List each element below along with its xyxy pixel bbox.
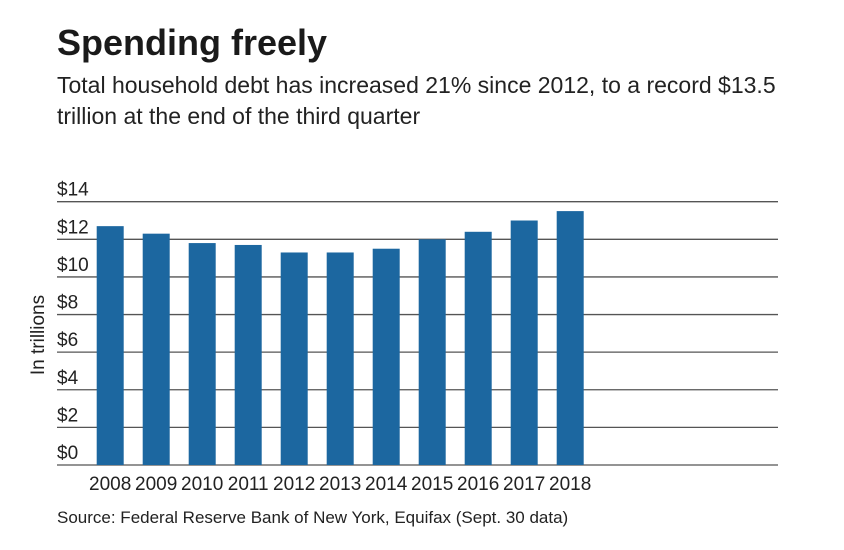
bar-2014	[372, 248, 400, 465]
bar-2011	[234, 244, 262, 465]
y-tick-label: $12	[57, 217, 89, 238]
y-axis-label: In trillions	[28, 295, 49, 375]
x-tick-label: 2016	[457, 474, 499, 495]
y-tick-label: $10	[57, 255, 89, 276]
x-tick-label: 2008	[89, 474, 131, 495]
y-tick-label: $2	[57, 405, 78, 426]
bar-2012	[280, 252, 308, 465]
bar-2009	[142, 233, 170, 465]
bar-2015	[418, 239, 446, 465]
bar-2010	[188, 243, 216, 465]
x-tick-label: 2009	[135, 474, 177, 495]
y-tick-label: $14	[57, 180, 89, 201]
x-tick-label: 2018	[549, 474, 591, 495]
bar-2013	[326, 252, 354, 465]
x-tick-label: 2010	[181, 474, 223, 495]
bar-2017	[510, 220, 538, 465]
bar-2016	[464, 231, 492, 465]
y-tick-label: $6	[57, 330, 78, 351]
chart-title: Spending freely	[57, 22, 328, 63]
chart-subtitle: Total household debt has increased 21% s…	[57, 72, 776, 129]
x-tick-label: 2013	[319, 474, 361, 495]
x-tick-label: 2017	[503, 474, 545, 495]
x-tick-label: 2011	[228, 474, 269, 495]
bar-2018	[556, 211, 584, 465]
bar-2008	[96, 226, 124, 465]
x-tick-label: 2015	[411, 474, 453, 495]
source-note: Source: Federal Reserve Bank of New York…	[57, 508, 569, 527]
y-tick-label: $0	[57, 443, 78, 464]
y-tick-label: $8	[57, 293, 78, 314]
y-tick-label: $4	[57, 368, 79, 389]
x-tick-label: 2012	[273, 474, 315, 495]
x-tick-label: 2014	[365, 474, 408, 495]
